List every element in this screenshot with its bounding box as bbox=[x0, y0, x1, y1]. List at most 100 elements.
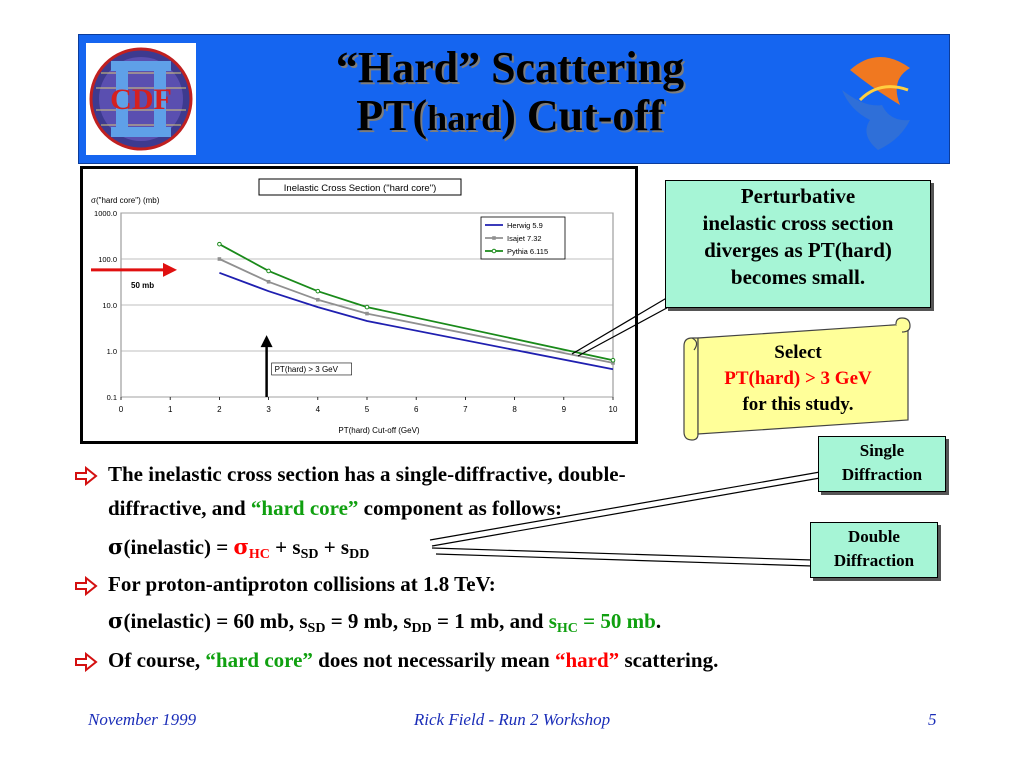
footer-date: November 1999 bbox=[88, 710, 197, 729]
x-tick-label: 7 bbox=[463, 405, 468, 414]
cdf-logo-text: CDF bbox=[110, 83, 172, 116]
bullet-arrow-icon bbox=[75, 652, 98, 672]
scroll-line-1: Select bbox=[774, 342, 822, 363]
y-tick-label: 100.0 bbox=[98, 255, 117, 264]
b3-text-b: does not necessarily mean bbox=[312, 648, 555, 672]
cdf-logo: CDF bbox=[86, 43, 196, 155]
y-axis-label: σ("hard core") (mb) bbox=[91, 196, 160, 205]
b2-50mb: = 50 mb bbox=[577, 609, 656, 633]
dd-subscript: DD bbox=[349, 547, 370, 562]
title-line-1: “Hard” Scattering bbox=[335, 43, 685, 92]
legend-marker bbox=[491, 248, 497, 254]
single-line-2: Diffraction bbox=[841, 465, 923, 484]
b2-text-c: = 1 mb, and bbox=[431, 609, 549, 633]
perturbative-line-1: Perturbative bbox=[740, 184, 856, 208]
x-tick-label: 2 bbox=[217, 405, 222, 414]
bullet-1-line-1: The inelastic cross section has a single… bbox=[108, 462, 626, 486]
uf-logo bbox=[830, 50, 926, 154]
pt-cut-label: PT(hard) > 3 GeV bbox=[275, 365, 339, 374]
page-title: “Hard” Scattering PT(hard) Cut-off bbox=[200, 44, 820, 142]
y-tick-label: 1000.0 bbox=[94, 209, 117, 218]
legend-label: Herwig 5.9 bbox=[507, 221, 543, 230]
bullet-arrow-icon bbox=[75, 576, 98, 596]
y-tick-label: 1.0 bbox=[107, 347, 117, 356]
title-part-a: PT( bbox=[356, 91, 428, 140]
red-arrow-head bbox=[163, 262, 177, 277]
single-line-1: Single bbox=[859, 441, 905, 460]
bullet-2-line-1: For proton-antiproton collisions at 1.8 … bbox=[108, 572, 496, 596]
b2-period: . bbox=[655, 609, 662, 633]
y-tick-label: 0.1 bbox=[107, 393, 117, 402]
x-tick-label: 0 bbox=[119, 405, 124, 414]
sigma-symbol: σ bbox=[108, 534, 124, 559]
data-point bbox=[217, 241, 222, 247]
plus-s: + s bbox=[269, 535, 301, 559]
data-point bbox=[266, 268, 271, 274]
bullet-2-line-2: σ(inelastic) = 60 mb, sSD = 9 mb, sDD = … bbox=[108, 608, 662, 636]
b2-text-b: = 9 mb, s bbox=[325, 609, 412, 633]
scroll-shape bbox=[683, 317, 911, 441]
sigma-symbol: σ bbox=[108, 608, 124, 633]
b3-text-a: Of course, bbox=[108, 648, 206, 672]
title-part-c: ) Cut-off bbox=[501, 91, 664, 140]
series-line-herwig bbox=[219, 271, 614, 371]
arrow-50mb-label: 50 mb bbox=[131, 281, 154, 290]
data-point bbox=[364, 304, 370, 310]
data-point bbox=[365, 311, 369, 316]
legend-marker bbox=[492, 236, 496, 240]
perturbative-line-3: diverges as PT(hard) bbox=[704, 238, 892, 262]
x-tick-label: 6 bbox=[414, 405, 419, 414]
x-tick-label: 4 bbox=[316, 405, 321, 414]
data-point bbox=[316, 297, 320, 302]
dd-subscript: DD bbox=[411, 621, 432, 636]
bullet-3: Of course, “hard core” does not necessar… bbox=[108, 648, 718, 673]
single-diffraction-callout: Single Diffraction bbox=[818, 436, 946, 492]
perturbative-line-4: becomes small. bbox=[730, 265, 866, 289]
b2-text-a: (inelastic) = 60 mb, s bbox=[123, 609, 308, 633]
data-point bbox=[315, 288, 321, 294]
double-diffraction-callout: Double Diffraction bbox=[810, 522, 938, 578]
y-tick-label: 10.0 bbox=[102, 301, 117, 310]
b3-text-c: scattering. bbox=[619, 648, 719, 672]
sigma-hc-symbol: σ bbox=[233, 534, 249, 559]
chart-title-box bbox=[258, 178, 462, 196]
footer-page-number: 5 bbox=[928, 710, 937, 729]
x-tick-label: 9 bbox=[562, 405, 567, 414]
chart-frame: Inelastic Cross Section ("hard core") σ("… bbox=[80, 166, 638, 444]
b2-s-hc: s bbox=[548, 609, 557, 633]
bullet-1-text-end: component as follows: bbox=[358, 496, 563, 520]
legend-label: Isajet 7.32 bbox=[507, 234, 542, 243]
chart: Inelastic Cross Section ("hard core") σ("… bbox=[91, 178, 618, 435]
scroll-line-2: PT(hard) > 3 GeV bbox=[724, 368, 872, 389]
double-line-2: Diffraction bbox=[833, 551, 915, 570]
title-line-2: PT(hard) Cut-off bbox=[200, 92, 820, 142]
footer-author: Rick Field - Run 2 Workshop bbox=[413, 710, 611, 729]
bullet-arrow-icon bbox=[75, 466, 98, 486]
sd-subscript: SD bbox=[307, 621, 326, 636]
perturbative-line-2: inelastic cross section bbox=[702, 211, 894, 235]
legend-label: Pythia 6.115 bbox=[507, 247, 548, 256]
x-tick-label: 5 bbox=[365, 405, 370, 414]
perturbative-callout: Perturbative inelastic cross section div… bbox=[665, 180, 931, 308]
x-tick-label: 10 bbox=[609, 405, 618, 414]
pt-cut-label-box bbox=[271, 362, 352, 376]
formula-text: (inelastic) = bbox=[123, 535, 234, 559]
bullet-1-hard-core: “hard core” bbox=[250, 496, 359, 520]
cdf-logo-graphic: CDF bbox=[89, 47, 193, 151]
data-point bbox=[217, 257, 222, 261]
data-point bbox=[611, 361, 615, 365]
x-tick-label: 1 bbox=[168, 405, 173, 414]
data-point bbox=[266, 279, 271, 284]
bullet-1-line-2: diffractive, and “hard core” component a… bbox=[108, 496, 562, 521]
scroll-callout: Select PT(hard) > 3 GeV for this study. bbox=[698, 340, 898, 418]
bullet-1-text: diffractive, and bbox=[108, 496, 251, 520]
scroll-line-3: for this study. bbox=[742, 394, 854, 415]
b3-hard-core: “hard core” bbox=[205, 648, 313, 672]
chart-title: Inelastic Cross Section ("hard core") bbox=[284, 183, 436, 194]
header-bar bbox=[78, 34, 950, 164]
b3-hard: “hard” bbox=[555, 648, 620, 672]
x-tick-label: 3 bbox=[266, 405, 271, 414]
x-axis-label: PT(hard) Cut-off (GeV) bbox=[338, 426, 420, 435]
bullet-1-formula: σ(inelastic) = σHC + sSD + sDD bbox=[108, 534, 370, 562]
